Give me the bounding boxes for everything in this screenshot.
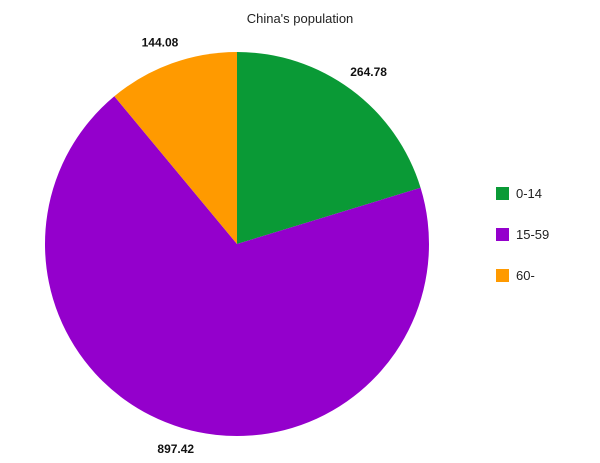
pie-slice-15-59 [45,96,430,436]
pie-slices [45,52,430,436]
pie-slice-0-14 [237,52,421,244]
legend-label-60-: 60- [516,268,535,283]
data-label-60-: 144.08 [142,36,179,50]
data-label-15-59: 897.42 [157,442,194,456]
data-labels: 264.78 897.42 144.08 [142,36,388,456]
legend-label-0-14: 0-14 [516,186,542,201]
chart-title: China's population [247,11,354,26]
pie-slice-60- [114,52,237,244]
legend-label-15-59: 15-59 [516,227,549,242]
legend-swatch-60- [496,269,509,282]
legend: 0-14 15-59 60- [496,186,549,283]
data-label-0-14: 264.78 [350,65,387,79]
legend-swatch-15-59 [496,228,509,241]
legend-swatch-0-14 [496,187,509,200]
